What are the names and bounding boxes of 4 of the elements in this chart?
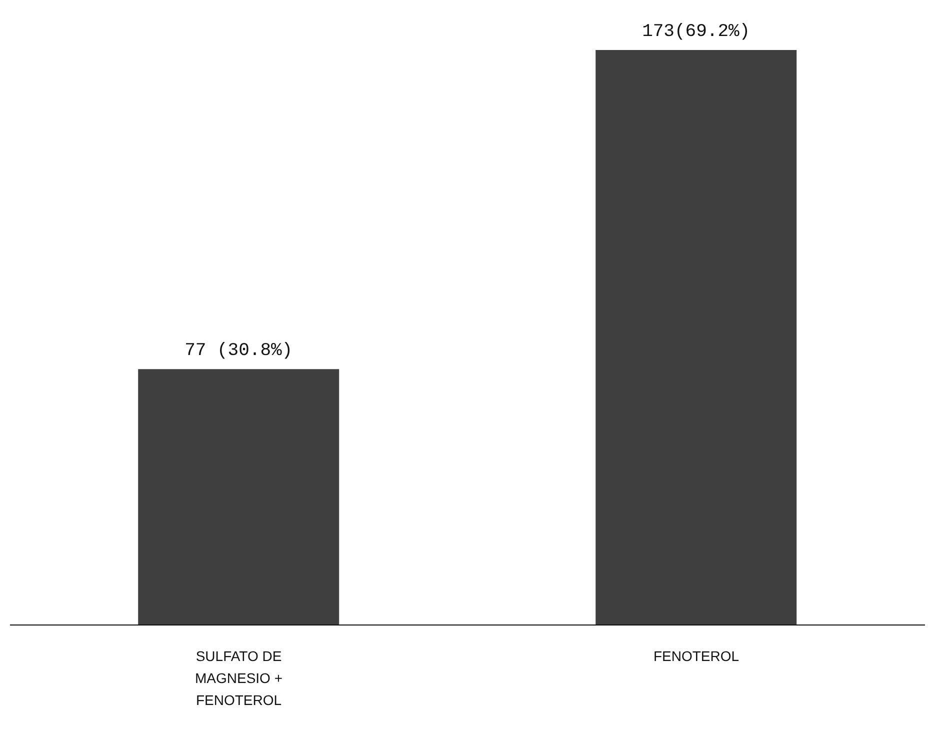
- x-tick-label: SULFATO DE MAGNESIO + FENOTEROL: [194, 648, 283, 708]
- data-label: 173(69.2%): [642, 22, 750, 42]
- data-label: 77 (30.8%): [184, 341, 293, 362]
- x-tick-label: FENOTEROL: [653, 648, 740, 664]
